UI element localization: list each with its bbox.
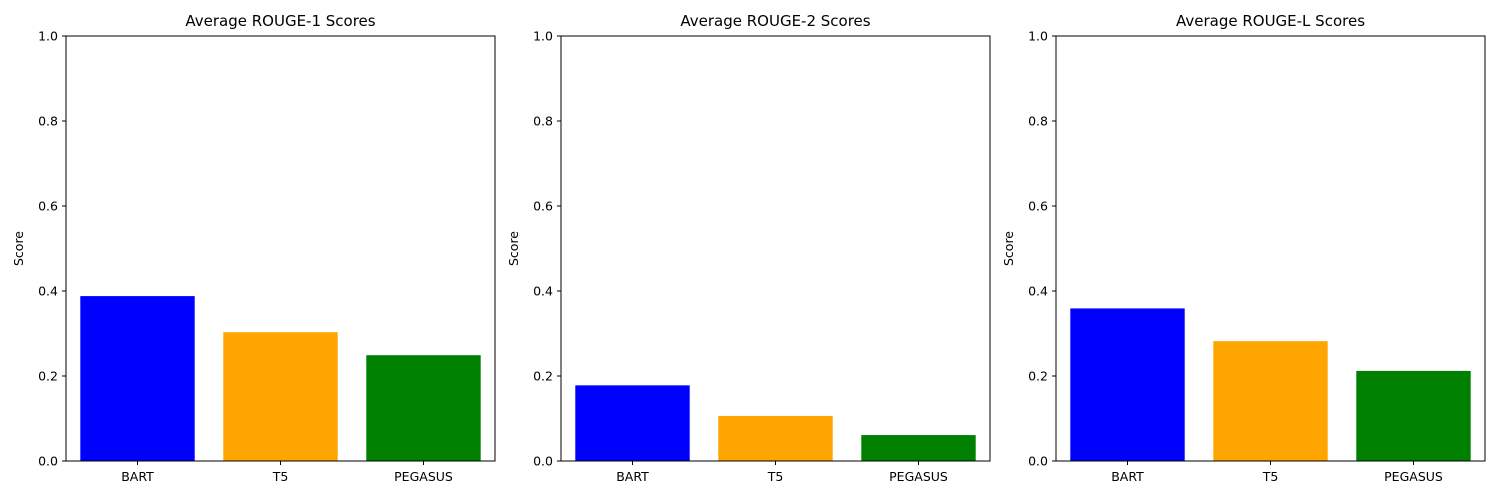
y-tick-label: 0.2 (533, 369, 553, 384)
y-tick-label: 0.8 (1028, 114, 1048, 129)
bar (861, 435, 976, 461)
y-tick-label: 0.2 (1028, 369, 1048, 384)
y-tick-label: 0.4 (533, 284, 553, 299)
y-tick-label: 0.4 (38, 284, 58, 299)
y-tick-label: 1.0 (38, 29, 58, 44)
bar (1070, 308, 1185, 461)
x-tick-label: BART (616, 469, 649, 484)
y-axis-label: Score (506, 231, 521, 266)
y-tick-label: 0.2 (38, 369, 58, 384)
bar (223, 332, 338, 461)
y-tick-label: 0.8 (38, 114, 58, 129)
x-tick-label: T5 (272, 469, 289, 484)
y-tick-label: 1.0 (533, 29, 553, 44)
y-axis-label: Score (11, 231, 26, 266)
y-tick-label: 0.4 (1028, 284, 1048, 299)
chart-title: Average ROUGE-1 Scores (185, 12, 375, 30)
y-tick-label: 0.8 (533, 114, 553, 129)
chart-title: Average ROUGE-2 Scores (680, 12, 870, 30)
bar (1213, 341, 1328, 461)
x-tick-label: PEGASUS (394, 469, 453, 484)
bar (80, 296, 195, 461)
chart-title: Average ROUGE-L Scores (1176, 12, 1365, 30)
y-tick-label: 0.0 (533, 454, 553, 469)
y-tick-label: 0.6 (1028, 199, 1048, 214)
x-tick-label: PEGASUS (1384, 469, 1443, 484)
y-tick-label: 1.0 (1028, 29, 1048, 44)
x-tick-label: PEGASUS (889, 469, 948, 484)
x-tick-label: T5 (1262, 469, 1279, 484)
y-axis-label: Score (1001, 231, 1016, 266)
y-tick-label: 0.0 (1028, 454, 1048, 469)
bar (366, 355, 481, 461)
y-tick-label: 0.0 (38, 454, 58, 469)
axes-frame (1055, 35, 1486, 462)
bar (718, 415, 833, 461)
x-tick-label: T5 (767, 469, 784, 484)
x-tick-label: BART (121, 469, 154, 484)
x-tick-label: BART (1111, 469, 1144, 484)
bar (1356, 370, 1471, 461)
axes-frame (65, 35, 496, 462)
y-tick-label: 0.6 (533, 199, 553, 214)
axes-frame (560, 35, 991, 462)
y-tick-label: 0.6 (38, 199, 58, 214)
bar (575, 385, 690, 461)
